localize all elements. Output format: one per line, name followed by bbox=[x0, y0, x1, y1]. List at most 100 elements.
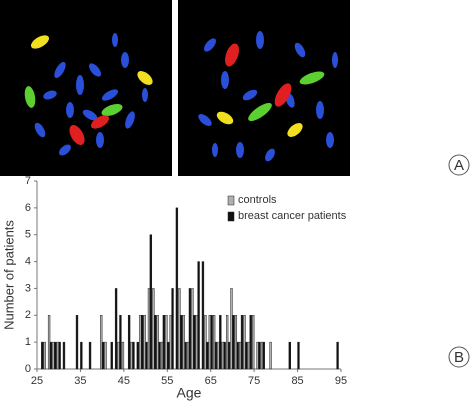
bar bbox=[193, 315, 196, 370]
bar bbox=[117, 341, 120, 370]
bar bbox=[43, 341, 46, 370]
bar bbox=[240, 315, 244, 370]
bar bbox=[232, 315, 235, 370]
bar bbox=[252, 315, 255, 370]
bar bbox=[136, 341, 139, 370]
bar bbox=[52, 341, 55, 370]
bar bbox=[221, 341, 224, 370]
bar bbox=[214, 341, 218, 370]
bar bbox=[184, 341, 187, 370]
y-tick-label: 6 bbox=[25, 202, 31, 214]
bar bbox=[127, 315, 131, 370]
bar bbox=[130, 341, 133, 370]
bar bbox=[58, 341, 61, 370]
bar bbox=[169, 315, 172, 370]
bar bbox=[149, 234, 153, 370]
bar bbox=[223, 341, 226, 370]
x-tick-label: 55 bbox=[161, 375, 173, 387]
panel-label: A bbox=[454, 157, 464, 174]
x-tick-label: 65 bbox=[205, 375, 217, 387]
bar bbox=[41, 341, 44, 370]
micrograph-right bbox=[178, 0, 350, 176]
y-tick-label: 5 bbox=[25, 229, 31, 241]
bar bbox=[239, 341, 242, 370]
y-axis-label: Number of patients bbox=[1, 220, 16, 330]
bar bbox=[225, 315, 229, 370]
x-tick-label: 95 bbox=[335, 375, 347, 387]
bar bbox=[191, 288, 194, 370]
bar bbox=[297, 341, 300, 370]
bar bbox=[171, 288, 174, 370]
bar bbox=[104, 341, 107, 370]
bar bbox=[195, 315, 198, 370]
x-tick-label: 25 bbox=[31, 375, 43, 387]
bar bbox=[249, 315, 252, 370]
bar bbox=[119, 315, 122, 370]
bar bbox=[165, 315, 168, 370]
bar bbox=[121, 341, 125, 370]
bar bbox=[162, 315, 166, 370]
bar bbox=[247, 341, 251, 370]
bar bbox=[208, 315, 211, 370]
bar bbox=[210, 315, 213, 370]
bar bbox=[262, 341, 265, 370]
bar bbox=[47, 315, 51, 370]
bar bbox=[139, 315, 142, 370]
bar bbox=[147, 288, 151, 370]
bar bbox=[204, 315, 207, 370]
bar bbox=[100, 315, 103, 370]
bar bbox=[152, 288, 155, 370]
legend-swatch bbox=[227, 211, 235, 222]
bar bbox=[154, 315, 157, 370]
bar bbox=[158, 341, 161, 370]
bar bbox=[80, 341, 83, 370]
bar bbox=[206, 341, 209, 370]
bar bbox=[269, 341, 272, 370]
bar bbox=[258, 341, 261, 370]
bar bbox=[217, 341, 220, 370]
bar bbox=[227, 341, 231, 370]
bar bbox=[230, 288, 233, 370]
legend-label: breast cancer patients bbox=[238, 210, 347, 222]
bar bbox=[175, 207, 179, 370]
bar bbox=[110, 341, 113, 370]
bar bbox=[156, 315, 159, 370]
bar bbox=[140, 315, 144, 370]
x-tick-label: 45 bbox=[118, 375, 130, 387]
bar bbox=[49, 341, 53, 370]
x-axis-label: Age bbox=[177, 385, 202, 401]
bar bbox=[180, 315, 183, 370]
micrograph-left bbox=[0, 0, 172, 176]
bar bbox=[336, 341, 339, 370]
bar bbox=[288, 341, 291, 370]
x-tick-label: 35 bbox=[74, 375, 86, 387]
bar bbox=[75, 315, 79, 370]
bar bbox=[197, 261, 200, 370]
bar bbox=[62, 341, 66, 370]
bar bbox=[236, 341, 239, 370]
bar bbox=[212, 315, 216, 370]
y-tick-label: 4 bbox=[25, 255, 31, 267]
y-tick-label: 7 bbox=[25, 175, 31, 187]
bar bbox=[256, 341, 259, 370]
bar bbox=[114, 288, 118, 370]
x-tick-label: 75 bbox=[248, 375, 260, 387]
bar bbox=[132, 341, 135, 370]
y-tick-label: 2 bbox=[25, 309, 31, 321]
bar bbox=[88, 341, 92, 370]
bar bbox=[167, 341, 170, 370]
panel-badge bbox=[448, 346, 470, 368]
bar bbox=[186, 341, 190, 370]
legend-swatch bbox=[227, 195, 235, 206]
bar bbox=[234, 315, 238, 370]
bar bbox=[143, 315, 146, 370]
y-tick-label: 1 bbox=[25, 336, 31, 348]
y-tick-label: 3 bbox=[25, 282, 31, 294]
bar bbox=[160, 341, 164, 370]
bar bbox=[245, 341, 248, 370]
bar bbox=[54, 341, 57, 370]
panel-label: B bbox=[454, 349, 464, 366]
panel-badge bbox=[448, 154, 470, 176]
